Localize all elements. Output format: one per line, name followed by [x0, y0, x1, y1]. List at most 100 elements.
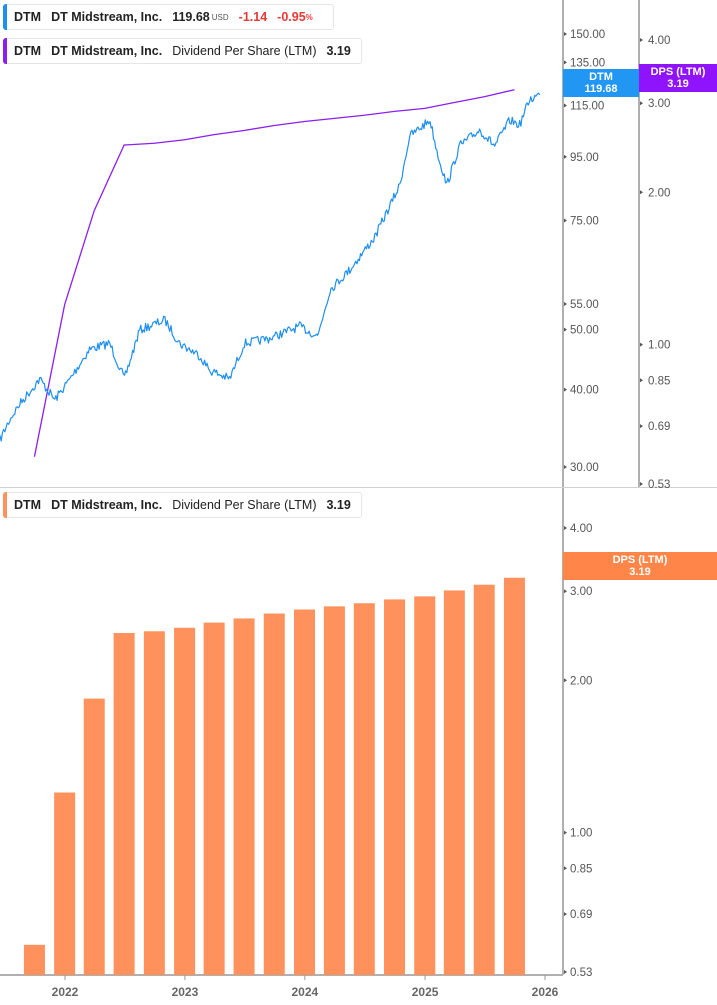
bar-tick-mark	[564, 866, 567, 871]
legend-dps-bottom[interactable]: DTM DT Midstream, Inc. Dividend Per Shar…	[3, 492, 362, 518]
price-tick-label: 150.00	[570, 29, 605, 41]
dps-tick-mark	[640, 482, 643, 487]
price-tick-mark	[564, 387, 567, 392]
dps-bottom-badge: DPS (LTM) 3.19	[563, 552, 717, 580]
price-tick-label: 75.00	[570, 216, 599, 228]
pct-sign: %	[305, 12, 313, 22]
dps-bar	[323, 606, 345, 975]
dps-tick-mark	[640, 424, 643, 429]
company-name: DT Midstream, Inc.	[51, 498, 163, 512]
dps-tick-label: 2.00	[648, 187, 670, 199]
legend-price[interactable]: DTM DT Midstream, Inc. 119.68 USD -1.14 …	[3, 4, 334, 30]
dps-tick-label: 0.53	[648, 479, 670, 491]
bar-tick-mark	[564, 830, 567, 835]
x-tick-label: 2026	[532, 985, 559, 999]
price-tick-label: 95.00	[570, 152, 599, 164]
metric-value: 3.19	[326, 498, 351, 512]
company-name: DT Midstream, Inc.	[51, 44, 163, 58]
price-tick-mark	[564, 60, 567, 65]
dps-tick-mark	[640, 190, 643, 195]
dps-tick-label: 1.00	[648, 340, 670, 352]
bar-tick-mark	[564, 678, 567, 683]
dps-tick-label: 3.00	[648, 98, 670, 110]
price-tick-mark	[564, 154, 567, 159]
bar-tick-label: 0.53	[570, 967, 592, 979]
dps-tick-mark	[640, 101, 643, 106]
dps-tick-mark	[640, 378, 643, 383]
series-color-strip	[3, 4, 7, 30]
x-tick-label: 2022	[52, 985, 79, 999]
dps-tick-mark	[640, 38, 643, 42]
badge-label: DPS (LTM)	[612, 554, 668, 566]
bar-tick-label: 2.00	[570, 675, 592, 687]
price-tick-label: 115.00	[570, 101, 604, 113]
dps-bar	[23, 944, 45, 975]
dps-bar	[143, 631, 165, 975]
dps-bar	[54, 792, 76, 975]
x-tick-label: 2023	[172, 985, 199, 999]
metric-value: 3.19	[326, 44, 351, 58]
dps-bar	[83, 698, 105, 975]
dps-bar	[263, 613, 285, 975]
dps-tick-mark	[640, 342, 643, 347]
badge-value: 3.19	[629, 566, 651, 578]
price-tick-label: 135.00	[570, 57, 605, 69]
ticker: DTM	[14, 498, 42, 512]
metric-name: Dividend Per Share (LTM)	[172, 44, 317, 58]
series-color-strip	[3, 38, 7, 64]
company-name: DT Midstream, Inc.	[51, 10, 163, 24]
bar-tick-mark	[564, 589, 567, 594]
dps-bar	[294, 609, 316, 975]
dps-bar	[203, 622, 225, 975]
price-tick-mark	[564, 465, 567, 469]
price-tick-mark	[564, 327, 567, 332]
dps-top-badge: DPS (LTM) 3.19	[639, 64, 717, 92]
bar-tick-label: 3.00	[570, 586, 592, 598]
badge-label: DPS (LTM)	[650, 66, 706, 78]
price: 119.68	[172, 10, 210, 24]
currency: USD	[211, 12, 229, 22]
dps-line	[33, 89, 515, 457]
bar-tick-mark	[564, 912, 567, 917]
x-tick-label: 2025	[412, 985, 439, 999]
dps-bar	[503, 577, 525, 975]
dps-tick-label: 0.85	[648, 375, 670, 387]
price-line	[0, 92, 541, 442]
bar-tick-label: 0.69	[570, 909, 592, 921]
price-tick-mark	[564, 32, 567, 37]
dps-tick-label: 0.69	[648, 421, 670, 433]
series-color-strip	[3, 492, 7, 518]
dps-bar	[414, 596, 436, 975]
legend-dps-top[interactable]: DTM DT Midstream, Inc. Dividend Per Shar…	[3, 38, 362, 64]
metric-name: Dividend Per Share (LTM)	[172, 498, 317, 512]
price-tick-label: 30.00	[570, 462, 599, 474]
price-tick-mark	[564, 301, 567, 306]
dps-bar	[113, 633, 135, 975]
dps-bar	[473, 584, 495, 975]
price-change: -1.14	[238, 10, 268, 24]
price-tick-mark	[564, 103, 567, 108]
dps-tick-label: 4.00	[648, 35, 670, 47]
dps-bar	[174, 627, 196, 975]
badge-label: DTM	[589, 71, 613, 83]
price-change-pct: -0.95	[277, 10, 306, 24]
dps-bar	[353, 603, 375, 975]
dps-bar	[384, 599, 406, 975]
badge-value: 119.68	[584, 83, 618, 95]
badge-value: 3.19	[667, 78, 689, 90]
price-tick-mark	[564, 218, 567, 223]
ticker: DTM	[14, 44, 42, 58]
price-badge: DTM 119.68	[563, 69, 639, 97]
x-tick-label: 2024	[291, 985, 318, 999]
bar-tick-mark	[564, 526, 567, 530]
bar-tick-label: 4.00	[570, 523, 592, 535]
price-tick-label: 40.00	[570, 385, 599, 397]
price-tick-label: 55.00	[570, 299, 599, 311]
bar-tick-label: 0.85	[570, 863, 592, 875]
bar-tick-label: 1.00	[570, 828, 592, 840]
dps-bar	[443, 590, 465, 975]
bar-tick-mark	[564, 970, 567, 975]
dps-bar	[233, 618, 255, 975]
ticker: DTM	[14, 10, 42, 24]
